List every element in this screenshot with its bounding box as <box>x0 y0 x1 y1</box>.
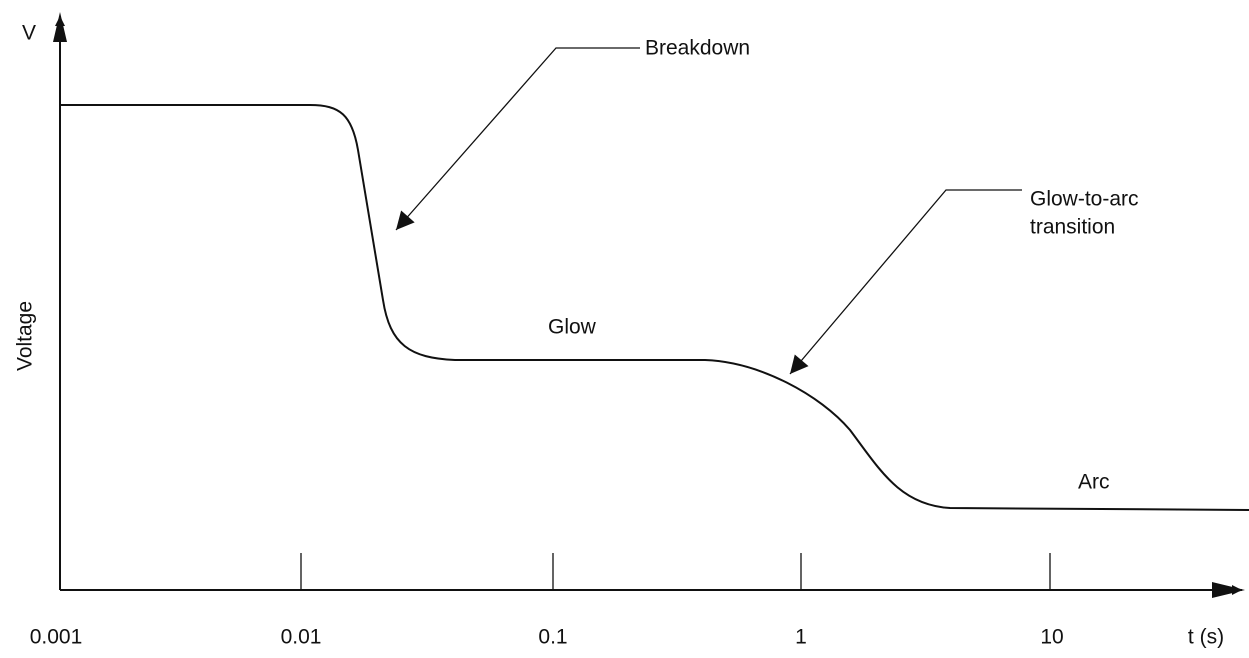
y-arrowhead <box>53 12 67 42</box>
x-label: t (s) <box>1188 626 1224 649</box>
x-arrowhead <box>1212 582 1245 598</box>
x-tick-label: 10 <box>1040 626 1063 649</box>
voltage-curve <box>60 104 1249 511</box>
x-tick-label: 0.1 <box>538 626 567 649</box>
transition-label: Glow-to-arc <box>1030 188 1139 211</box>
x-tick-label: 1 <box>795 626 807 649</box>
transition-leader <box>789 189 1022 375</box>
y-label: Voltage <box>14 301 37 371</box>
x-tick-label: 0.001 <box>30 626 83 649</box>
x-ticks <box>300 553 1051 590</box>
glow-label: Glow <box>548 316 597 339</box>
breakdown-leader <box>395 47 640 231</box>
y-symbol: V <box>22 22 36 45</box>
arc-label: Arc <box>1078 471 1110 494</box>
breakdown-label: Breakdown <box>645 37 750 60</box>
transition-label: transition <box>1030 216 1115 239</box>
x-tick-label: 0.01 <box>281 626 322 649</box>
